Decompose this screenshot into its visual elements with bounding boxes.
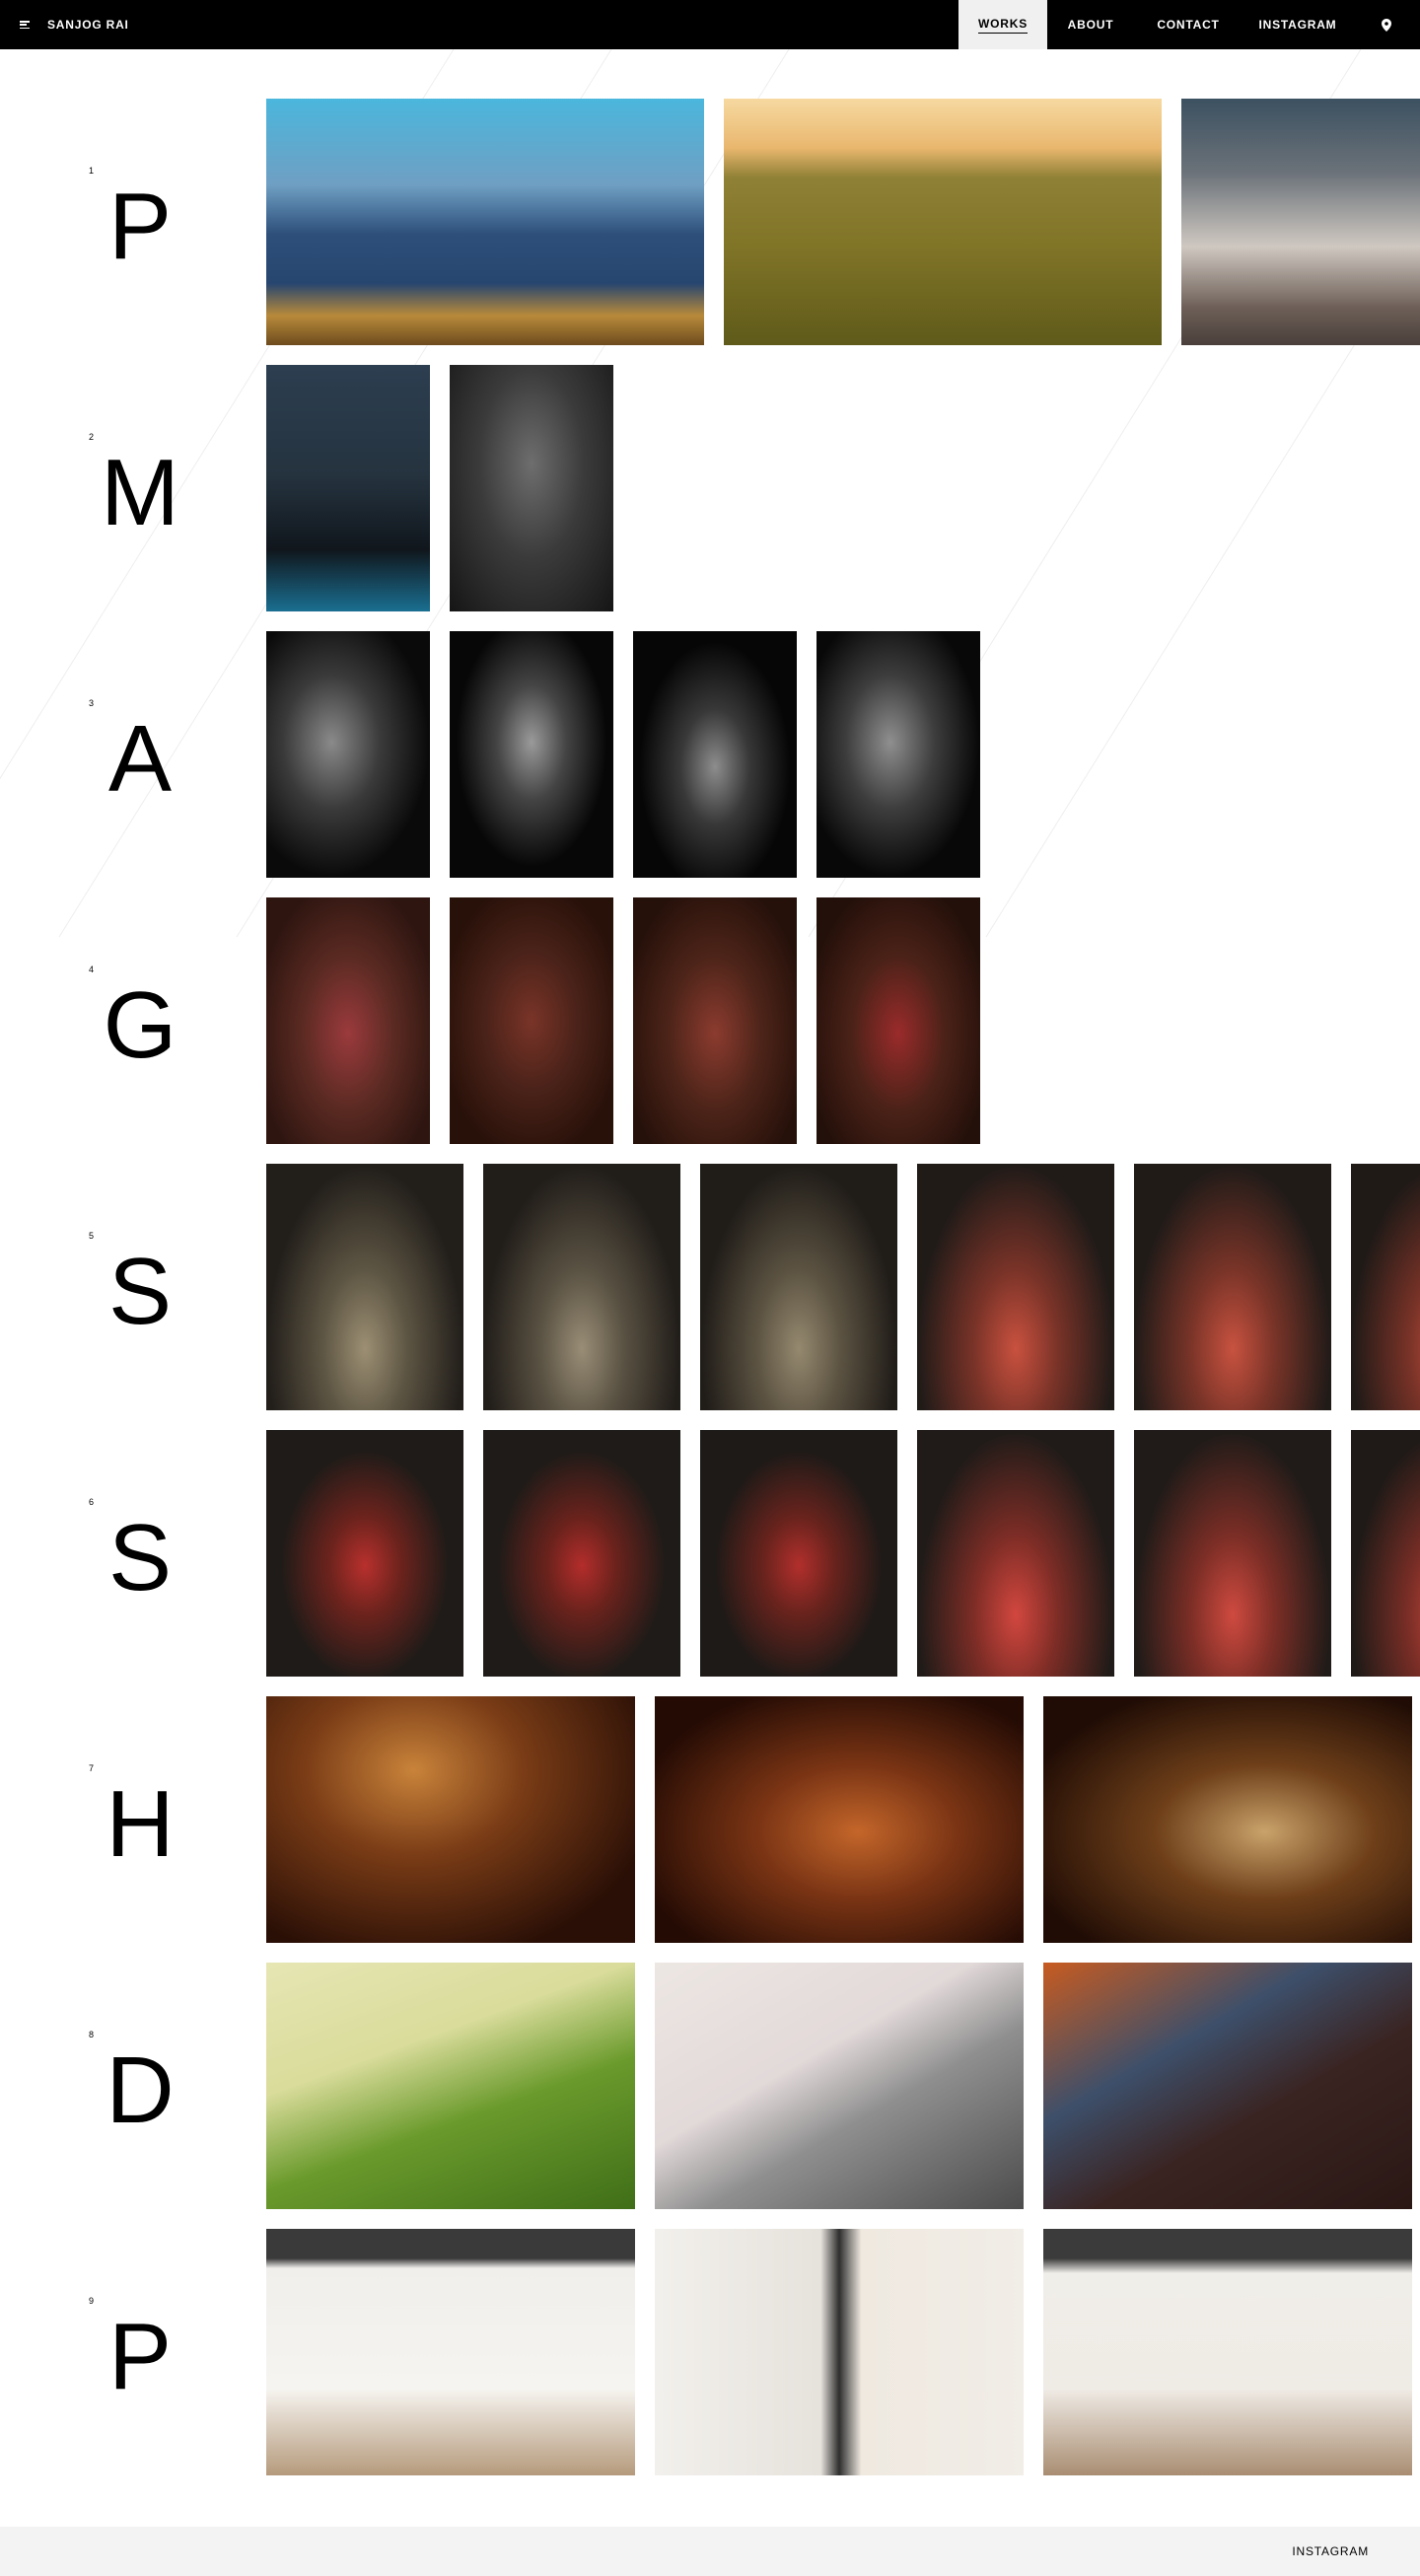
photo-saree-3[interactable] [700, 1430, 897, 1677]
row-number: 3 [89, 698, 95, 708]
photo-lehenga-4[interactable] [917, 1164, 1114, 1410]
row-letter: D [106, 2038, 175, 2143]
photo-carving-2[interactable] [655, 1696, 1024, 1943]
row-thumbnails [266, 1164, 1420, 1410]
photo-jewelry-3[interactable] [633, 631, 797, 878]
row-thumbnails [266, 1696, 1420, 1943]
photo-lehenga-1[interactable] [266, 1164, 463, 1410]
photo-lehenga-3[interactable] [700, 1164, 897, 1410]
row-letter: P [107, 174, 173, 279]
menu-icon [20, 21, 30, 29]
photo-interior-bedroom[interactable] [266, 2229, 635, 2475]
row-thumbnails [266, 897, 1420, 1144]
row-letter: G [103, 972, 178, 1078]
gallery-row-4: 4 G [0, 897, 1420, 1144]
row-thumbnails [266, 631, 1420, 878]
photo-traditional-4[interactable] [816, 897, 980, 1144]
map-pin-icon [1382, 18, 1391, 32]
row-number: 4 [89, 965, 95, 974]
top-bar: SANJOG RAI WORKS ABOUT CONTACT INSTAGRAM [0, 0, 1420, 49]
photo-saree-4[interactable] [917, 1430, 1114, 1677]
row-number: 9 [89, 2296, 95, 2306]
row-number: 5 [89, 1231, 95, 1241]
row-letter: H [106, 1771, 175, 1877]
row-number: 2 [89, 432, 95, 442]
row-number: 1 [89, 166, 95, 176]
row-thumbnails [266, 1963, 1420, 2209]
row-letter: S [107, 1239, 173, 1344]
row-thumbnails [266, 365, 1420, 611]
photo-saree-2[interactable] [483, 1430, 680, 1677]
photo-lehenga-6[interactable] [1351, 1164, 1420, 1410]
gallery-row-7: 7 H [0, 1696, 1420, 1943]
gallery-row-1: 1 P [0, 99, 1420, 345]
row-number: 7 [89, 1763, 95, 1773]
photo-paper-frames[interactable] [1181, 99, 1420, 345]
row-thumbnails [266, 2229, 1420, 2475]
brand-menu-button[interactable]: SANJOG RAI [20, 0, 129, 49]
nav-works-label: WORKS [978, 17, 1028, 34]
photo-jewelry-4[interactable] [816, 631, 980, 878]
row-number: 8 [89, 2030, 95, 2039]
photo-saree-6[interactable] [1351, 1430, 1420, 1677]
gallery-row-5: 5 S [0, 1164, 1420, 1410]
nav-about[interactable]: ABOUT [1067, 18, 1114, 32]
nav-works[interactable]: WORKS [958, 0, 1047, 49]
nav-instagram[interactable]: INSTAGRAM [1258, 18, 1337, 32]
row-thumbnails [266, 99, 1420, 345]
row-letter: M [101, 440, 179, 545]
gallery-row-3: 3 A [0, 631, 1420, 878]
gallery-row-9: 9 P [0, 2229, 1420, 2475]
photo-interior-bathroom[interactable] [655, 2229, 1024, 2475]
photo-saree-5[interactable] [1134, 1430, 1331, 1677]
photo-boat-lake[interactable] [266, 99, 704, 345]
location-button[interactable] [1353, 0, 1420, 49]
photo-textile-leaves[interactable] [266, 1963, 635, 2209]
gallery-row-2: 2 M [0, 365, 1420, 611]
photo-traditional-2[interactable] [450, 897, 613, 1144]
nav-contact[interactable]: CONTACT [1157, 18, 1220, 32]
photo-jewelry-1[interactable] [266, 631, 430, 878]
row-letter: A [107, 706, 173, 812]
gallery-row-6: 6 S [0, 1430, 1420, 1677]
footer-instagram-link[interactable]: INSTAGRAM [1292, 2544, 1369, 2558]
row-number: 6 [89, 1497, 95, 1507]
photo-traditional-3[interactable] [633, 897, 797, 1144]
photo-saree-1[interactable] [266, 1430, 463, 1677]
gallery-row-8: 8 D [0, 1963, 1420, 2209]
photo-portrait-bw[interactable] [450, 365, 613, 611]
footer: INSTAGRAM [0, 2527, 1420, 2576]
photo-mustard-field[interactable] [724, 99, 1162, 345]
photo-traditional-1[interactable] [266, 897, 430, 1144]
photo-textile-stones[interactable] [655, 1963, 1024, 2209]
photo-carving-1[interactable] [266, 1696, 635, 1943]
row-letter: P [107, 2304, 173, 2409]
main-nav: WORKS ABOUT CONTACT INSTAGRAM [958, 0, 1420, 49]
photo-carving-3[interactable] [1043, 1696, 1412, 1943]
photo-jewelry-2[interactable] [450, 631, 613, 878]
photo-lehenga-2[interactable] [483, 1164, 680, 1410]
brand-name: SANJOG RAI [47, 18, 129, 32]
row-letter: S [107, 1505, 173, 1610]
photo-textile-dark[interactable] [1043, 1963, 1412, 2209]
row-thumbnails [266, 1430, 1420, 1677]
photo-interior-hall[interactable] [1043, 2229, 1412, 2475]
photo-lehenga-5[interactable] [1134, 1164, 1331, 1410]
photo-portrait-jacket[interactable] [266, 365, 430, 611]
